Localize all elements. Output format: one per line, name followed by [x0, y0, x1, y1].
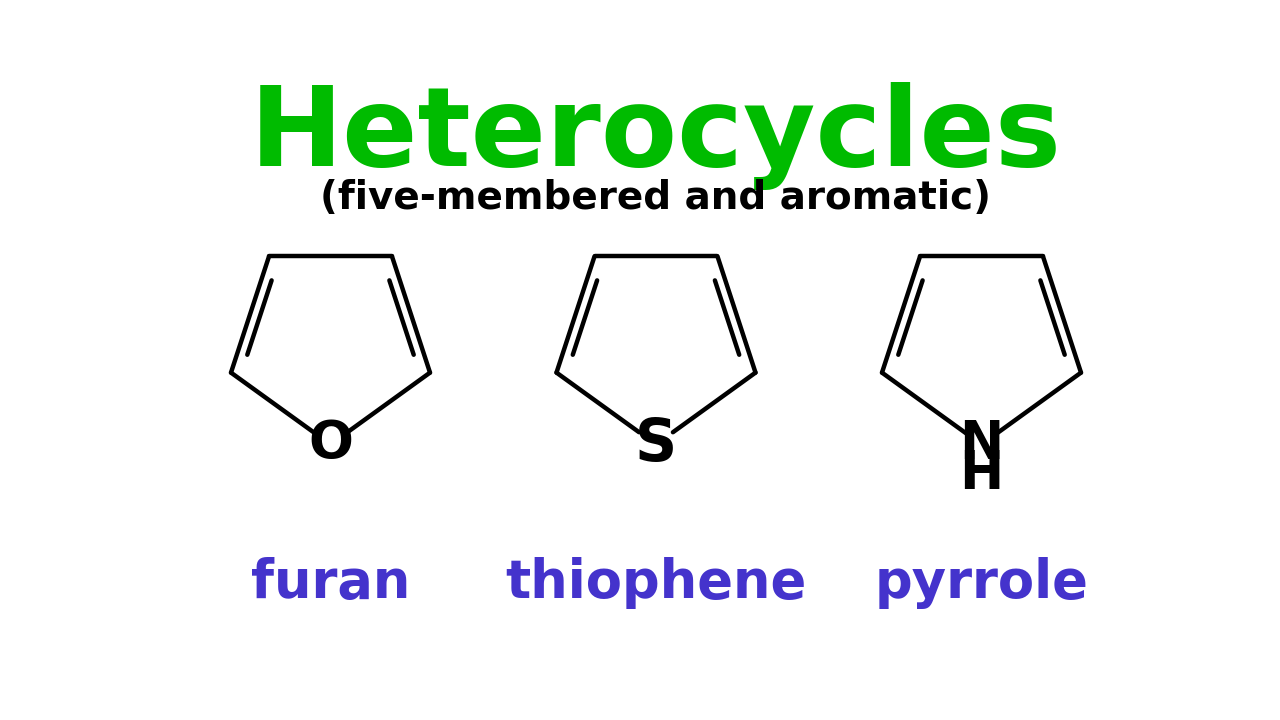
Text: H: H	[960, 448, 1004, 500]
Text: N: N	[960, 418, 1004, 470]
Text: (five-membered and aromatic): (five-membered and aromatic)	[320, 179, 992, 217]
Text: Heterocycles: Heterocycles	[250, 83, 1062, 191]
Text: pyrrole: pyrrole	[874, 557, 1088, 609]
Text: O: O	[308, 418, 353, 470]
Text: thiophene: thiophene	[506, 557, 806, 609]
Text: furan: furan	[251, 557, 410, 609]
Text: S: S	[635, 416, 677, 473]
